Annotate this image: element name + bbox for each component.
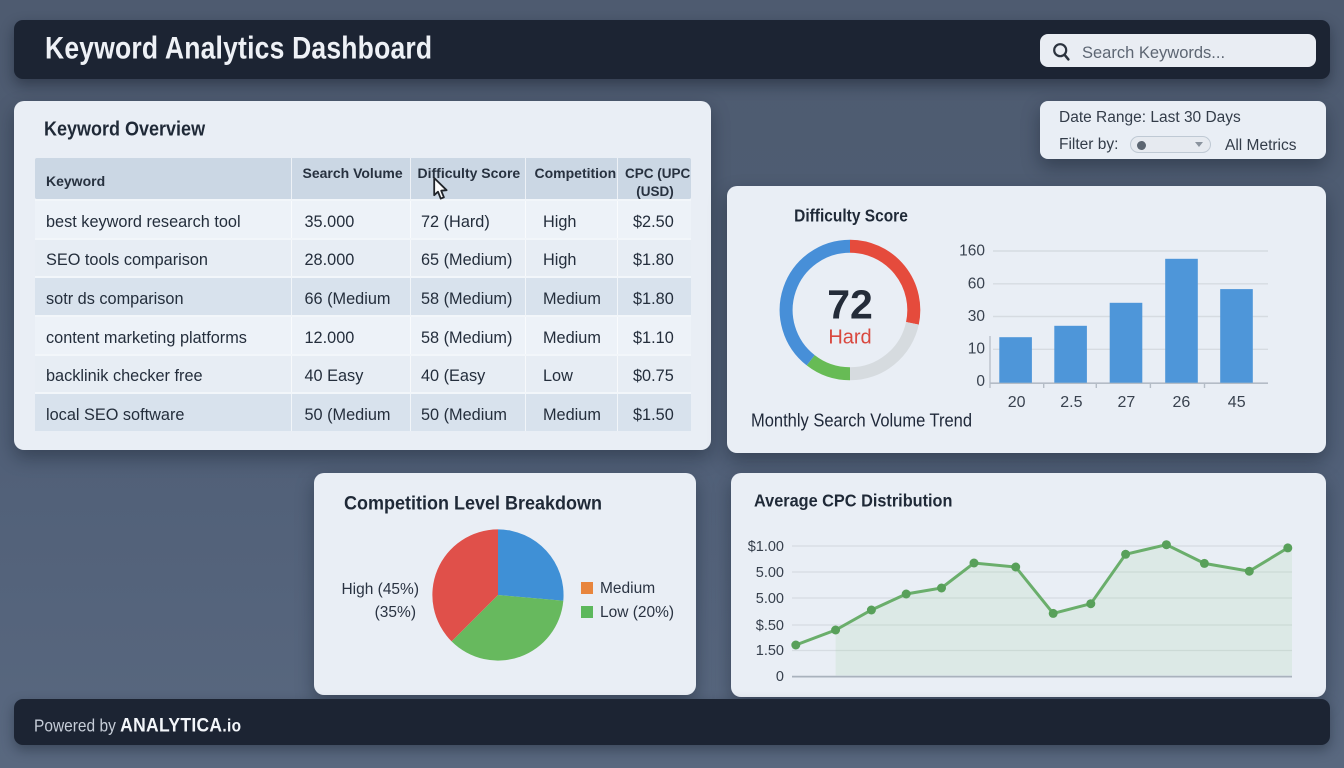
svg-text:72: 72 — [827, 282, 873, 328]
svg-text:$.50: $.50 — [756, 618, 784, 634]
svg-text:1.50: 1.50 — [756, 643, 784, 659]
svg-text:27: 27 — [1118, 394, 1136, 411]
svg-text:$1.00: $1.00 — [748, 539, 784, 555]
svg-text:30: 30 — [968, 308, 986, 325]
svg-text:5.00: 5.00 — [756, 591, 784, 607]
svg-text:0: 0 — [976, 373, 985, 390]
svg-text:20: 20 — [1008, 394, 1026, 411]
svg-text:10: 10 — [968, 341, 986, 358]
svg-text:Hard: Hard — [828, 327, 871, 349]
svg-text:60: 60 — [968, 276, 986, 293]
svg-text:2.5: 2.5 — [1060, 394, 1082, 411]
svg-text:0: 0 — [776, 669, 784, 685]
svg-text:160: 160 — [959, 243, 985, 260]
svg-text:5.00: 5.00 — [756, 565, 784, 581]
svg-text:45: 45 — [1228, 394, 1246, 411]
svg-text:26: 26 — [1173, 394, 1191, 411]
